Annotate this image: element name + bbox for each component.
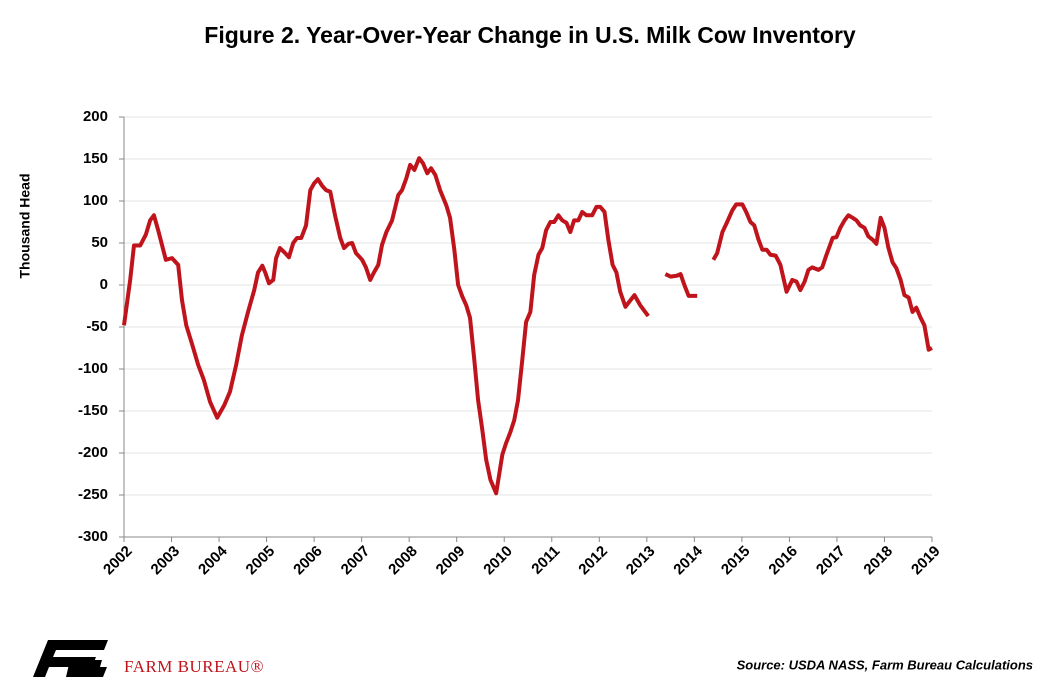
x-tick-label: 2005 bbox=[243, 543, 279, 579]
y-tick-label: 50 bbox=[91, 234, 108, 251]
x-tick-label: 2010 bbox=[480, 543, 516, 579]
y-tick-label: 100 bbox=[83, 192, 108, 209]
x-tick-label: 2016 bbox=[765, 543, 801, 579]
y-tick-label: -150 bbox=[78, 402, 108, 419]
x-tick-label: 2003 bbox=[148, 543, 184, 579]
x-tick-label: 2019 bbox=[908, 543, 944, 579]
y-tick-label: 150 bbox=[83, 150, 108, 167]
x-tick-label: 2014 bbox=[670, 542, 706, 578]
y-tick-label: -100 bbox=[78, 360, 108, 377]
x-tick-label: 2012 bbox=[575, 543, 611, 579]
x-tick-label: 2006 bbox=[290, 543, 326, 579]
chart-title: Figure 2. Year-Over-Year Change in U.S. … bbox=[204, 22, 856, 48]
x-tick-label: 2017 bbox=[813, 543, 849, 579]
x-tick-label: 2013 bbox=[623, 543, 659, 579]
logo-text: FARM BUREAU® bbox=[124, 657, 264, 676]
y-tick-label: 200 bbox=[83, 108, 108, 125]
y-tick-label: -200 bbox=[78, 444, 108, 461]
x-tick-label: 2011 bbox=[528, 543, 563, 578]
y-axis-label: Thousand Head bbox=[17, 173, 33, 278]
y-tick-label: -50 bbox=[86, 318, 108, 335]
x-tick-label: 2004 bbox=[195, 542, 231, 578]
logo bbox=[33, 640, 108, 677]
x-tick-label: 2002 bbox=[100, 543, 136, 579]
data-line bbox=[122, 156, 933, 496]
x-tick-label: 2007 bbox=[338, 543, 374, 579]
y-tick-label: -250 bbox=[78, 486, 108, 503]
x-tick-label: 2008 bbox=[385, 543, 421, 579]
x-tick-label: 2015 bbox=[718, 543, 754, 579]
y-tick-label: -300 bbox=[78, 528, 108, 545]
x-tick-label: 2018 bbox=[860, 543, 896, 579]
logo-f bbox=[33, 640, 108, 677]
x-tick-label: 2009 bbox=[433, 543, 469, 579]
y-tick-label: 0 bbox=[100, 276, 108, 293]
logo-b bbox=[66, 660, 107, 677]
source-note: Source: USDA NASS, Farm Bureau Calculati… bbox=[737, 657, 1033, 672]
